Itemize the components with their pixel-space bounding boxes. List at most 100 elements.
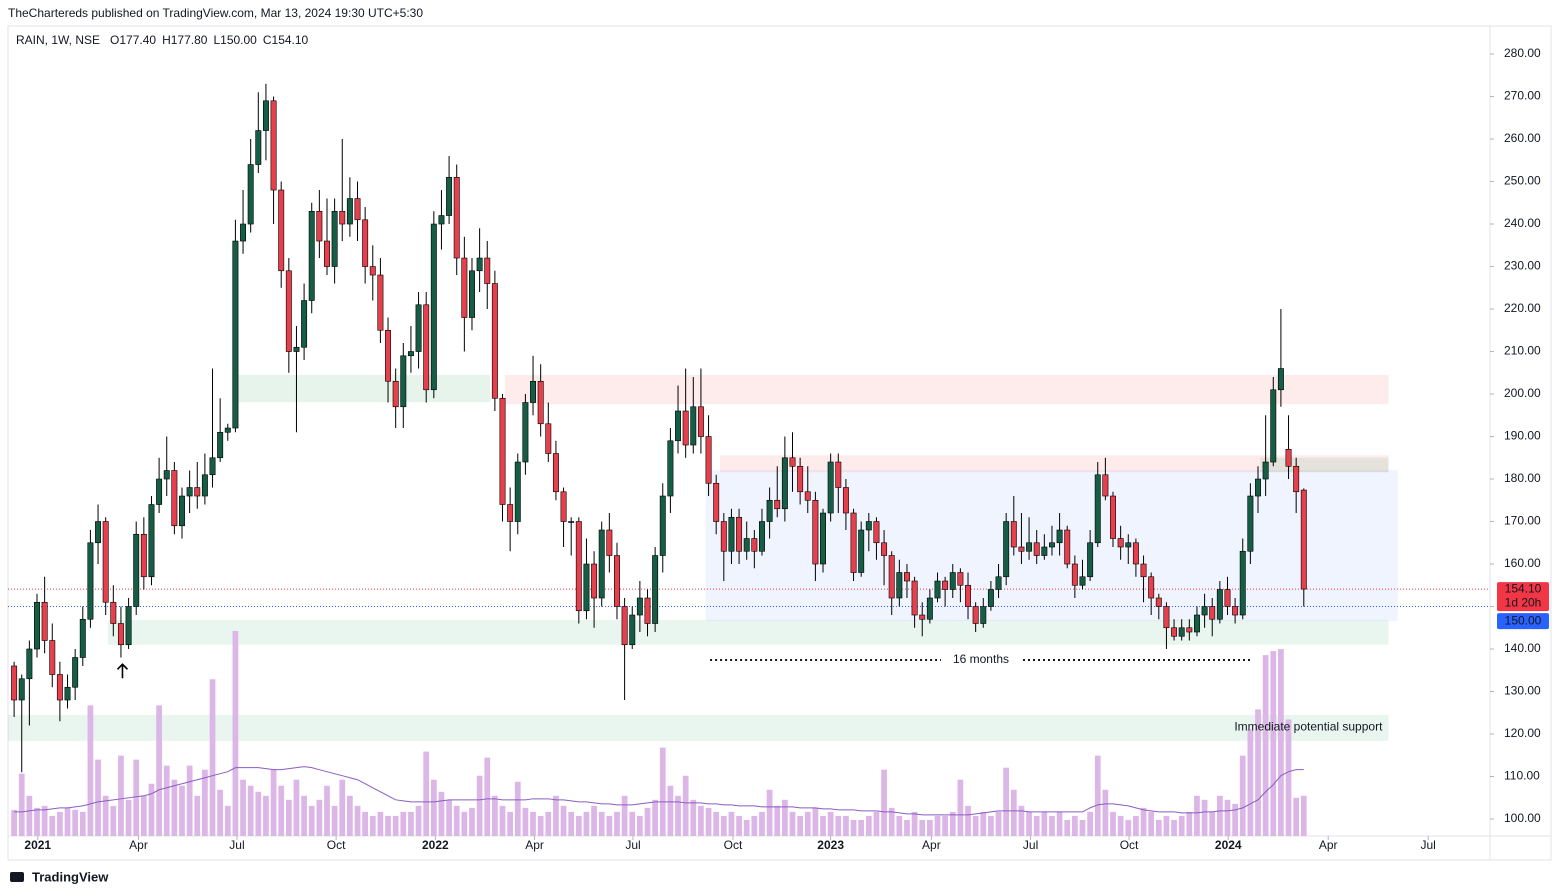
- volume-bar: [255, 791, 262, 836]
- candle-body: [64, 686, 71, 701]
- volume-bar: [57, 811, 63, 836]
- candle-body: [530, 380, 537, 403]
- volume-bar: [957, 779, 964, 836]
- volume-bar: [1239, 755, 1246, 836]
- volume-bar: [774, 805, 781, 836]
- volume-bar: [308, 805, 315, 836]
- candle-body: [1033, 542, 1040, 556]
- footer-logo: TradingView: [10, 869, 109, 884]
- volume-bar: [285, 799, 292, 836]
- candle-body: [407, 351, 414, 357]
- volume-bar: [629, 811, 636, 836]
- volume-bar: [263, 795, 269, 836]
- candle-body: [1171, 627, 1178, 637]
- candle-body: [1163, 606, 1170, 629]
- volume-bar: [736, 815, 742, 836]
- volume-bar: [911, 811, 918, 836]
- volume-bar: [11, 809, 17, 836]
- candle-body: [903, 572, 910, 582]
- candle-body: [682, 410, 689, 446]
- candle-body: [438, 215, 445, 225]
- ohlc-value: 177.80: [171, 33, 208, 47]
- candle-body: [804, 491, 811, 501]
- candle-body: [942, 580, 949, 590]
- candle-body: [1277, 368, 1284, 391]
- volume-bar: [713, 811, 720, 836]
- candle-body: [728, 516, 735, 552]
- volume-bar: [392, 815, 399, 836]
- y-tick-label: 180.00: [1504, 471, 1541, 485]
- candle-body: [117, 623, 124, 646]
- candle-body: [41, 601, 48, 641]
- volume-bar: [843, 815, 849, 836]
- volume-bar: [537, 815, 544, 836]
- candle-body: [293, 346, 300, 352]
- candle-body: [568, 521, 575, 523]
- volume-bar: [965, 805, 971, 836]
- volume-bar: [972, 815, 979, 836]
- candle-body: [1071, 563, 1078, 586]
- volume-bar: [522, 807, 529, 836]
- candle-body: [858, 529, 865, 573]
- volume-bar: [675, 795, 681, 836]
- volume-bar: [942, 815, 948, 836]
- volume-bar: [812, 807, 819, 836]
- candle-body: [591, 563, 598, 599]
- candle-body: [1087, 542, 1094, 578]
- volume-bar: [766, 789, 773, 836]
- volume-bar: [354, 805, 361, 836]
- volume-bar: [1186, 811, 1193, 836]
- candle-body: [484, 257, 491, 284]
- volume-bar: [896, 815, 903, 836]
- candle-body: [667, 440, 674, 497]
- candle-body: [514, 461, 521, 522]
- candle-body: [934, 580, 941, 599]
- volume-bar: [171, 779, 178, 836]
- candle-body: [1041, 546, 1048, 556]
- volume-bar: [1071, 815, 1078, 836]
- candle-body: [1224, 589, 1231, 607]
- volume-bar: [507, 811, 514, 836]
- candle-body: [926, 597, 933, 620]
- candle-body: [446, 176, 453, 216]
- volume-bar: [881, 769, 887, 836]
- volume-bar: [1079, 819, 1086, 836]
- volume-bar: [1003, 767, 1010, 836]
- candle-body: [1026, 542, 1033, 552]
- candle-body: [56, 674, 63, 701]
- ohlc-key: H: [162, 33, 171, 47]
- volume-bar: [591, 805, 597, 836]
- candle-body: [34, 601, 40, 650]
- candle-body: [606, 529, 613, 556]
- candle-body: [736, 516, 743, 552]
- y-tick-label: 200.00: [1504, 386, 1541, 400]
- ohlc-key: C: [263, 33, 272, 47]
- candle-body: [629, 614, 636, 646]
- y-tick-label: 140.00: [1504, 641, 1541, 655]
- candle-body: [194, 487, 201, 497]
- volume-bar: [1125, 819, 1132, 836]
- candle-body: [102, 521, 109, 603]
- volume-bar: [64, 807, 71, 836]
- volume-bar: [743, 819, 750, 836]
- candle-body: [842, 487, 849, 514]
- candle-body: [1140, 563, 1147, 578]
- x-tick-label: Oct: [1120, 838, 1139, 852]
- volume-bar: [202, 769, 208, 836]
- volume-bar: [1224, 799, 1231, 836]
- volume-bar: [904, 819, 910, 836]
- candle-body: [759, 521, 765, 552]
- volume-bar: [1064, 819, 1071, 836]
- volume-bar: [1033, 815, 1040, 836]
- y-tick-label: 270.00: [1504, 89, 1541, 103]
- candle-body: [1178, 627, 1185, 637]
- y-tick-label: 110.00: [1504, 769, 1540, 783]
- candle-body: [575, 521, 582, 612]
- volume-bar: [194, 795, 201, 836]
- volume-bar: [369, 815, 376, 836]
- candle-body: [774, 499, 781, 510]
- volume-bar: [583, 811, 590, 836]
- volume-bar: [1049, 815, 1055, 836]
- candle-body: [1216, 589, 1223, 620]
- candle-body: [812, 499, 819, 565]
